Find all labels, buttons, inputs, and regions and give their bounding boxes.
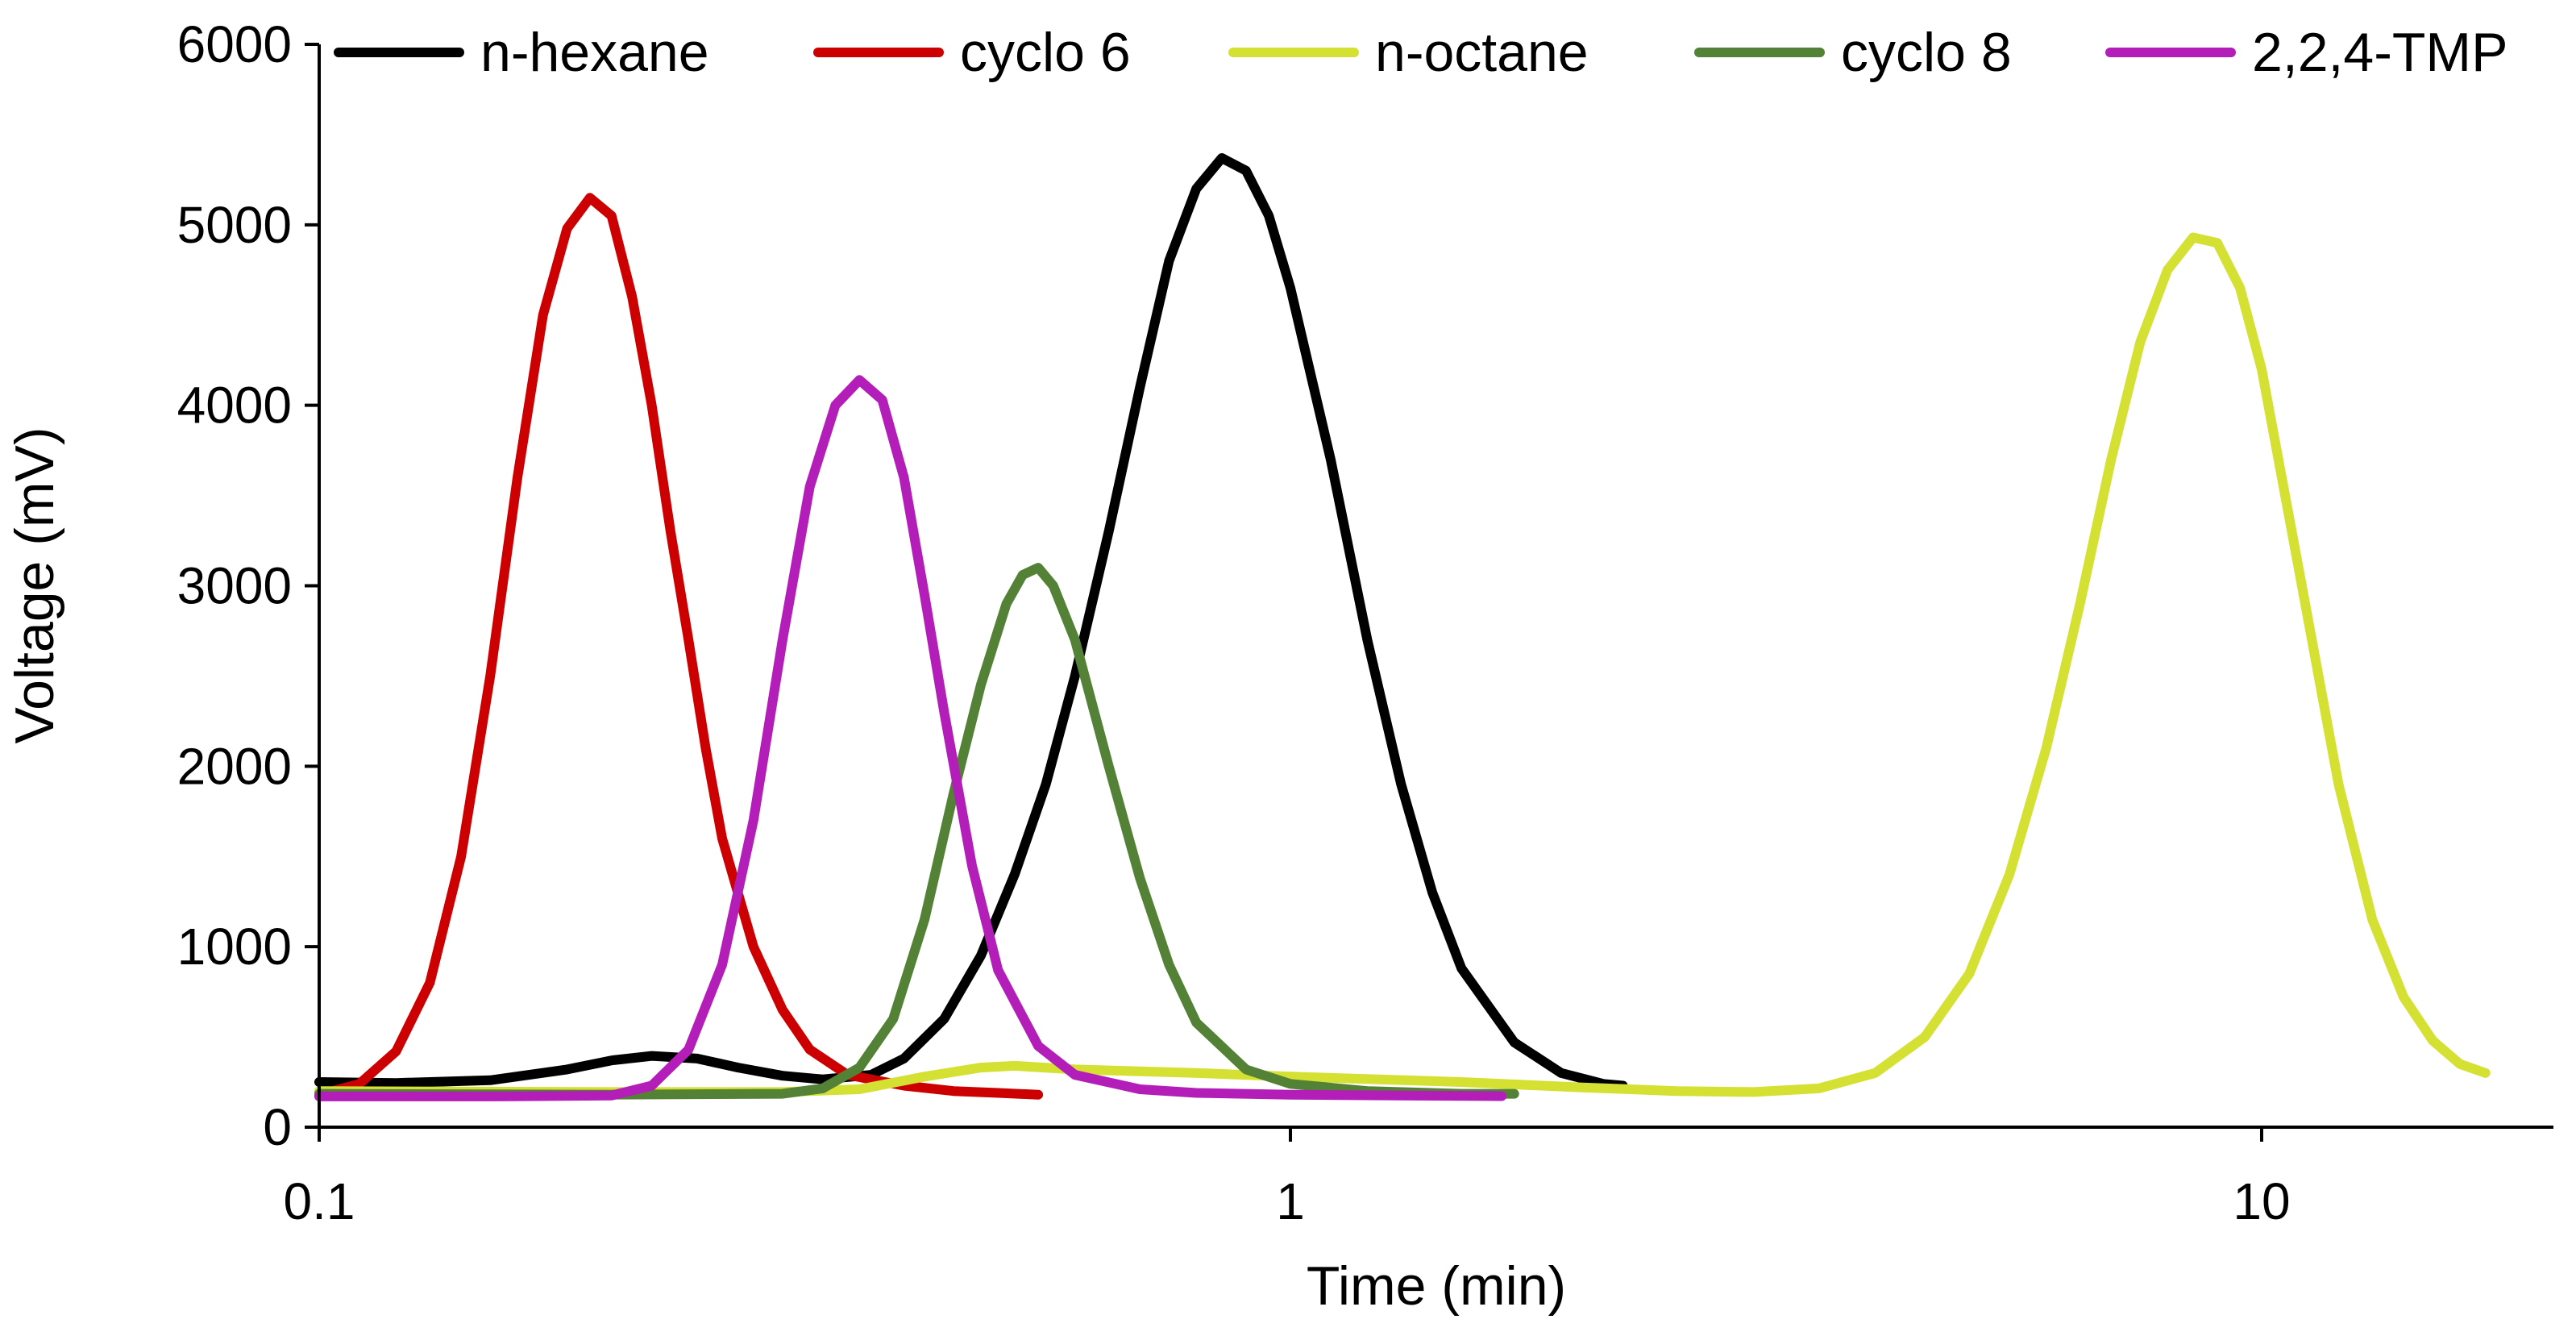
y-tick-label: 2000 bbox=[177, 737, 292, 795]
legend-item: cyclo 6 bbox=[813, 22, 1131, 83]
legend-label: n-octane bbox=[1375, 22, 1589, 83]
legend-label: n-hexane bbox=[480, 22, 709, 83]
y-tick-label: 1000 bbox=[177, 918, 292, 976]
legend-item: 2,2,4-TMP bbox=[2105, 22, 2507, 83]
series-line-cyclo-8 bbox=[314, 563, 1519, 1100]
ticks-layer: 0 1000 2000 3000 4000 5000 6000 0.1 1 10 bbox=[177, 15, 2291, 1230]
legend-label: 2,2,4-TMP bbox=[2252, 22, 2507, 83]
x-axis-title: Time (min) bbox=[1307, 1255, 1566, 1317]
series-layer bbox=[314, 153, 2491, 1101]
y-tick-label: 6000 bbox=[177, 15, 292, 73]
axes-layer bbox=[318, 44, 2553, 1129]
legend-label: cyclo 6 bbox=[960, 22, 1131, 83]
y-axis-title: Voltage (mV) bbox=[4, 427, 65, 743]
series-line-2-2-4-tmp bbox=[314, 375, 1507, 1101]
x-tick-label: 0.1 bbox=[284, 1172, 355, 1230]
y-tick-label: 0 bbox=[263, 1098, 292, 1156]
legend-item: n-octane bbox=[1228, 22, 1589, 83]
x-tick-label: 1 bbox=[1276, 1172, 1305, 1230]
series-line-n-octane bbox=[314, 232, 2491, 1097]
series-line-n-hexane bbox=[314, 153, 1628, 1091]
y-tick-label: 3000 bbox=[177, 557, 292, 615]
legend-item: n-hexane bbox=[334, 22, 709, 83]
y-tick-label: 5000 bbox=[177, 196, 292, 254]
legend-item: cyclo 8 bbox=[1694, 22, 2012, 83]
x-tick-label: 10 bbox=[2233, 1172, 2290, 1230]
y-tick-label: 4000 bbox=[177, 377, 292, 435]
legend-label: cyclo 8 bbox=[1841, 22, 2012, 83]
legend: n-hexane cyclo 6 n-octane cyclo 8 2,2,4-TMP bbox=[334, 22, 2507, 83]
